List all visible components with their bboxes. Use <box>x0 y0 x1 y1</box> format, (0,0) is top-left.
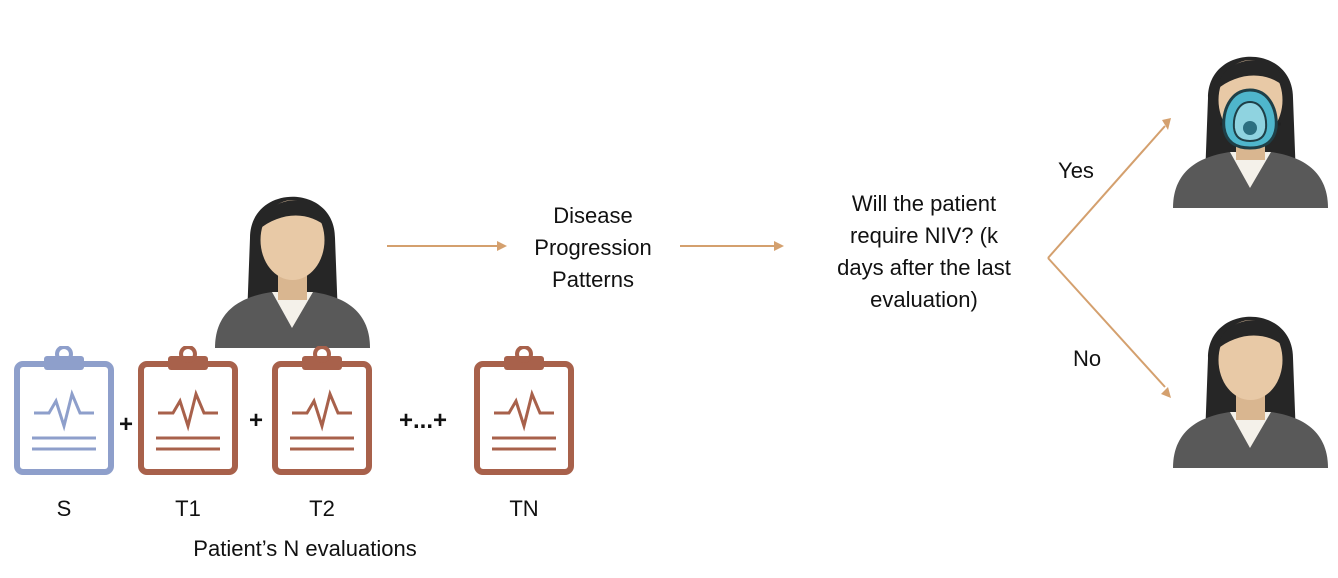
patterns-line-3: Patterns <box>552 267 634 292</box>
clipboard-icon-s <box>14 346 114 476</box>
clipboard-icon-tn <box>474 346 574 476</box>
question-line-2: require NIV? (k <box>850 223 998 248</box>
patient-avatar-no-niv-icon <box>1168 288 1333 468</box>
plus-separator: + <box>118 411 133 438</box>
patterns-line-1: Disease <box>553 203 633 228</box>
evaluation-label-tn: TN <box>509 496 539 521</box>
arrow-to-question <box>678 236 788 256</box>
yes-label: Yes <box>1058 158 1094 183</box>
plus-separator: + <box>248 407 263 434</box>
niv-question: Will the patient require NIV? (k days af… <box>808 188 1040 316</box>
evaluation-label-t2: T2 <box>309 496 335 521</box>
evaluation-label-s: S <box>56 496 72 521</box>
question-line-3: days after the last <box>837 255 1011 280</box>
evaluations-caption: Patient’s N evaluations <box>193 536 417 561</box>
disease-progression-patterns: Disease Progression Patterns <box>520 200 666 296</box>
question-line-4: evaluation) <box>870 287 978 312</box>
clipboard-icon-t1 <box>138 346 238 476</box>
patient-with-niv-mask-icon <box>1168 28 1333 208</box>
arrow-to-patterns <box>385 236 510 256</box>
question-line-1: Will the patient <box>851 191 997 216</box>
clipboard-icon-t2 <box>272 346 372 476</box>
plus-ellipsis-separator: +...+ <box>398 407 448 434</box>
branch-arrows <box>1040 110 1180 410</box>
no-label: No <box>1072 346 1102 371</box>
patient-avatar-icon <box>210 168 375 348</box>
patterns-line-2: Progression <box>534 235 652 260</box>
evaluation-label-t1: T1 <box>175 496 201 521</box>
